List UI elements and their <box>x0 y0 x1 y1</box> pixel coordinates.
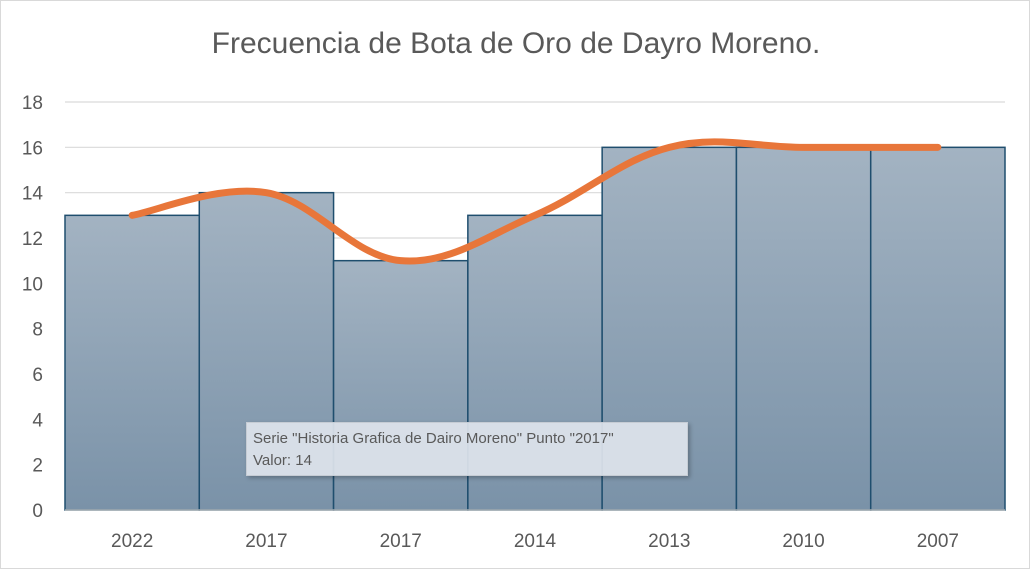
y-tick-label: 18 <box>22 93 43 114</box>
x-tick-label: 2017 <box>245 531 287 552</box>
data-tooltip: Serie "Historia Grafica de Dairo Moreno"… <box>246 422 688 476</box>
bar[interactable] <box>735 146 872 511</box>
x-tick-label: 2014 <box>514 531 557 552</box>
chart-title: Frecuencia de Bota de Oro de Dayro Moren… <box>211 27 821 60</box>
bar[interactable] <box>869 146 1006 511</box>
x-tick-label: 2010 <box>782 531 824 552</box>
x-tick-label: 2007 <box>917 531 959 552</box>
tick-labels: 0 2 4 6 8 10 12 14 16 18 2022 2017 2017 2014 2013 2010 2… <box>22 93 959 552</box>
bar[interactable] <box>64 214 201 511</box>
y-tick-label: 0 <box>32 501 43 522</box>
line-point[interactable] <box>534 214 536 217</box>
y-tick-label: 16 <box>22 138 43 159</box>
line-point[interactable] <box>265 191 268 194</box>
line-point[interactable] <box>399 259 402 262</box>
y-tick-label: 6 <box>32 365 43 386</box>
x-tick-label: 2017 <box>380 531 422 552</box>
y-tick-label: 4 <box>32 410 43 431</box>
line-point[interactable] <box>668 146 671 149</box>
tooltip-value-line: Valor: 14 <box>253 452 312 469</box>
y-tick-label: 2 <box>32 456 43 477</box>
tooltip-series-line: Serie "Historia Grafica de Dairo Moreno"… <box>253 430 614 447</box>
line-point[interactable] <box>802 146 805 149</box>
line-point[interactable] <box>936 146 939 149</box>
x-tick-label: 2013 <box>648 531 690 552</box>
y-tick-label: 10 <box>22 274 43 295</box>
line-series <box>128 138 942 265</box>
y-tick-label: 8 <box>32 320 43 341</box>
line-point[interactable] <box>131 214 134 217</box>
y-tick-label: 12 <box>22 229 43 250</box>
x-tick-label: 2022 <box>111 531 153 552</box>
y-tick-label: 14 <box>22 184 44 205</box>
